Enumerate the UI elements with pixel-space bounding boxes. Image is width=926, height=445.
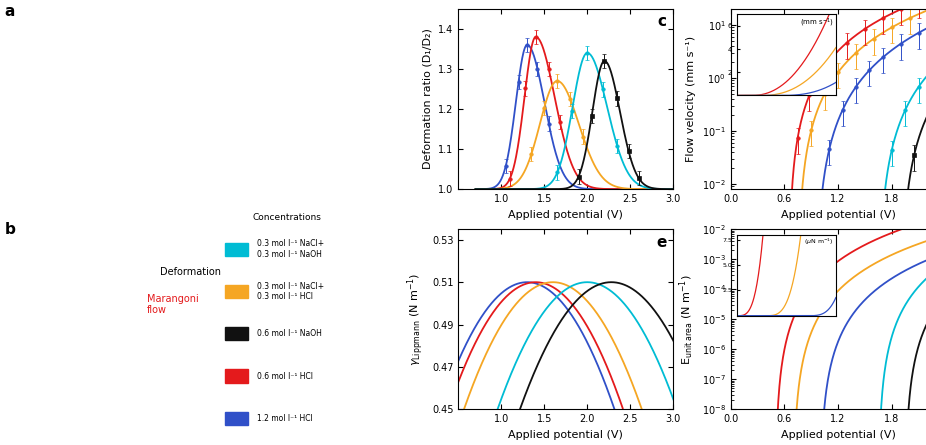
Text: Concentrations: Concentrations bbox=[252, 214, 321, 222]
Y-axis label: $\gamma_{\rm Lippmann}$ (N m$^{-1}$): $\gamma_{\rm Lippmann}$ (N m$^{-1}$) bbox=[406, 273, 427, 366]
X-axis label: Applied potential (V): Applied potential (V) bbox=[781, 430, 895, 440]
X-axis label: Applied potential (V): Applied potential (V) bbox=[508, 210, 623, 219]
Y-axis label: Deformation ratio (D₁/D₂): Deformation ratio (D₁/D₂) bbox=[422, 28, 432, 170]
Bar bbox=[225, 243, 247, 256]
Text: 0.3 mol l⁻¹ NaCl+
0.3 mol l⁻¹ HCl: 0.3 mol l⁻¹ NaCl+ 0.3 mol l⁻¹ HCl bbox=[257, 282, 324, 301]
Text: 1.2 mol l⁻¹ HCl: 1.2 mol l⁻¹ HCl bbox=[257, 414, 312, 423]
Text: Marangoni
flow: Marangoni flow bbox=[146, 294, 198, 316]
Text: 0.6 mol l⁻¹ NaOH: 0.6 mol l⁻¹ NaOH bbox=[257, 329, 321, 338]
X-axis label: Applied potential (V): Applied potential (V) bbox=[508, 430, 623, 440]
Text: 0.3 mol l⁻¹ NaCl+
0.3 mol l⁻¹ NaOH: 0.3 mol l⁻¹ NaCl+ 0.3 mol l⁻¹ NaOH bbox=[257, 239, 324, 259]
Text: b: b bbox=[5, 222, 16, 238]
Text: Deformation: Deformation bbox=[160, 267, 221, 277]
Bar bbox=[225, 369, 247, 383]
Bar bbox=[225, 285, 247, 298]
Bar bbox=[225, 412, 247, 425]
Text: a: a bbox=[5, 4, 15, 20]
X-axis label: Applied potential (V): Applied potential (V) bbox=[781, 210, 895, 219]
Y-axis label: E$_{\rm unit\ area}$ (N m$^{-1}$): E$_{\rm unit\ area}$ (N m$^{-1}$) bbox=[678, 274, 696, 364]
Text: 0.6 mol l⁻¹ HCl: 0.6 mol l⁻¹ HCl bbox=[257, 372, 313, 380]
Bar bbox=[225, 327, 247, 340]
Text: e: e bbox=[657, 235, 667, 250]
Text: c: c bbox=[657, 14, 667, 29]
Y-axis label: Flow velocity (mm s⁻¹): Flow velocity (mm s⁻¹) bbox=[686, 36, 696, 162]
